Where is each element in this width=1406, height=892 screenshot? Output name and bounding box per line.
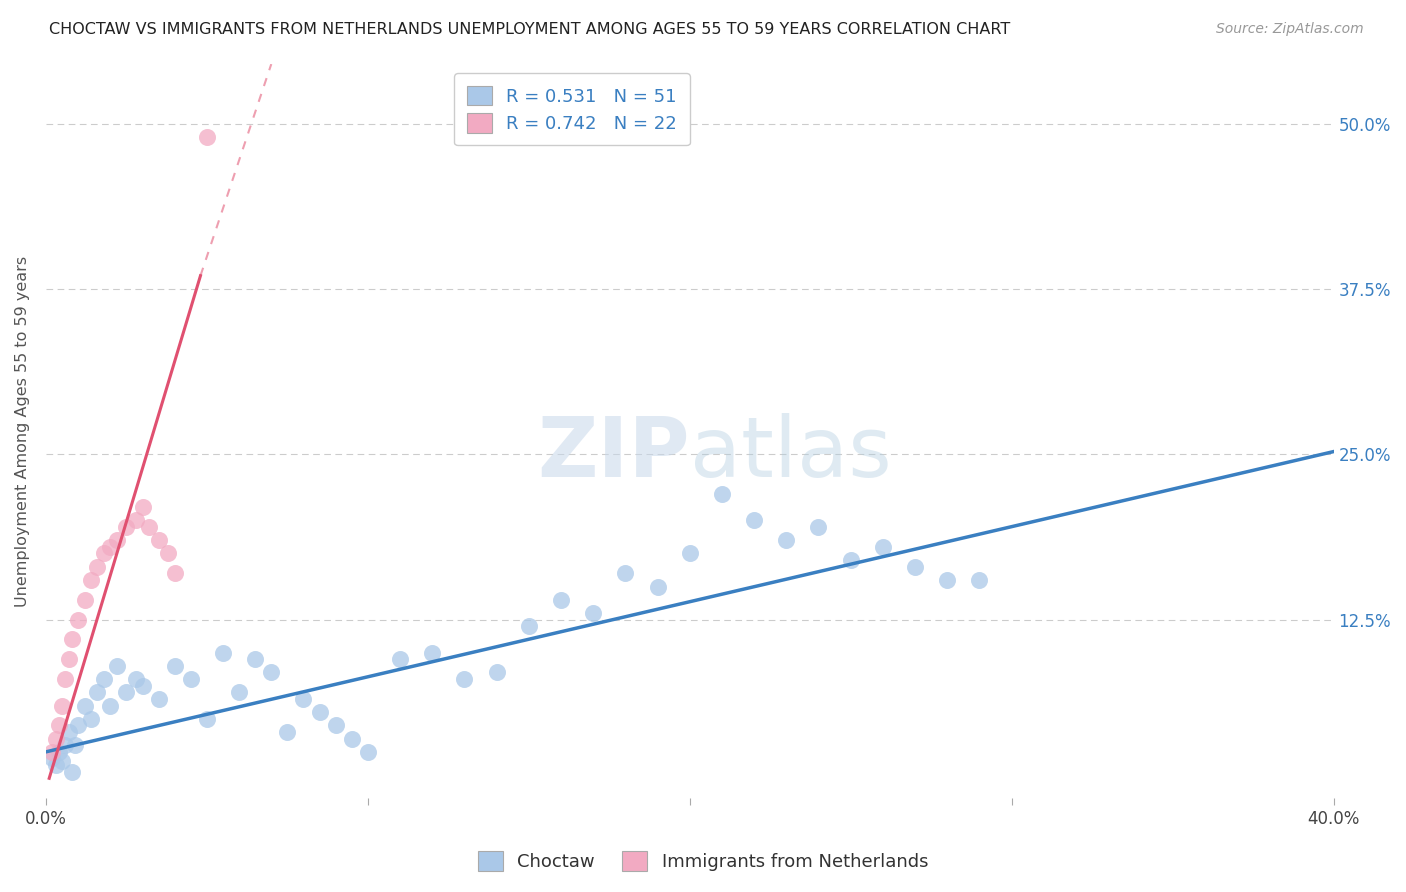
Point — [195, 129, 218, 144]
Point — [115, 685, 138, 699]
Point — [41, 745, 63, 759]
Point — [420, 646, 443, 660]
Point — [67, 613, 90, 627]
Point — [212, 646, 235, 660]
Point — [550, 592, 572, 607]
Point — [389, 652, 412, 666]
Point — [872, 540, 894, 554]
Point — [340, 731, 363, 746]
Point — [58, 652, 80, 666]
Point — [228, 685, 250, 699]
Y-axis label: Unemployment Among Ages 55 to 59 years: Unemployment Among Ages 55 to 59 years — [15, 255, 30, 607]
Legend: Choctaw, Immigrants from Netherlands: Choctaw, Immigrants from Netherlands — [471, 844, 935, 879]
Text: CHOCTAW VS IMMIGRANTS FROM NETHERLANDS UNEMPLOYMENT AMONG AGES 55 TO 59 YEARS CO: CHOCTAW VS IMMIGRANTS FROM NETHERLANDS U… — [49, 22, 1011, 37]
Point — [131, 679, 153, 693]
Point — [131, 500, 153, 515]
Point — [53, 738, 76, 752]
Point — [163, 566, 186, 581]
Point — [936, 573, 959, 587]
Point — [41, 751, 63, 765]
Text: atlas: atlas — [690, 413, 891, 493]
Point — [710, 487, 733, 501]
Point — [647, 580, 669, 594]
Point — [453, 672, 475, 686]
Point — [904, 559, 927, 574]
Point — [517, 619, 540, 633]
Point — [276, 725, 298, 739]
Point — [80, 573, 103, 587]
Text: Source: ZipAtlas.com: Source: ZipAtlas.com — [1216, 22, 1364, 37]
Point — [58, 725, 80, 739]
Point — [148, 533, 170, 548]
Point — [53, 672, 76, 686]
Point — [98, 698, 121, 713]
Point — [51, 698, 73, 713]
Point — [148, 692, 170, 706]
Point — [807, 520, 830, 534]
Point — [614, 566, 637, 581]
Point — [98, 540, 121, 554]
Point — [80, 712, 103, 726]
Point — [163, 658, 186, 673]
Point — [45, 731, 67, 746]
Point — [775, 533, 797, 548]
Point — [60, 632, 83, 647]
Point — [48, 718, 70, 732]
Point — [105, 533, 128, 548]
Legend: R = 0.531   N = 51, R = 0.742   N = 22: R = 0.531 N = 51, R = 0.742 N = 22 — [454, 73, 690, 145]
Point — [357, 745, 380, 759]
Point — [308, 705, 330, 719]
Point — [125, 672, 148, 686]
Point — [86, 685, 108, 699]
Point — [51, 754, 73, 768]
Point — [582, 606, 605, 620]
Point — [105, 658, 128, 673]
Point — [679, 546, 702, 560]
Point — [60, 764, 83, 779]
Point — [73, 592, 96, 607]
Point — [115, 520, 138, 534]
Point — [93, 546, 115, 560]
Point — [45, 758, 67, 772]
Point — [260, 665, 283, 680]
Point — [292, 692, 315, 706]
Point — [48, 745, 70, 759]
Point — [195, 712, 218, 726]
Point — [969, 573, 991, 587]
Point — [67, 718, 90, 732]
Point — [125, 513, 148, 527]
Point — [742, 513, 765, 527]
Point — [839, 553, 862, 567]
Point — [485, 665, 508, 680]
Point — [325, 718, 347, 732]
Point — [73, 698, 96, 713]
Point — [86, 559, 108, 574]
Point — [138, 520, 160, 534]
Point — [245, 652, 267, 666]
Point — [93, 672, 115, 686]
Point — [63, 738, 86, 752]
Point — [157, 546, 180, 560]
Point — [180, 672, 202, 686]
Text: ZIP: ZIP — [537, 413, 690, 493]
